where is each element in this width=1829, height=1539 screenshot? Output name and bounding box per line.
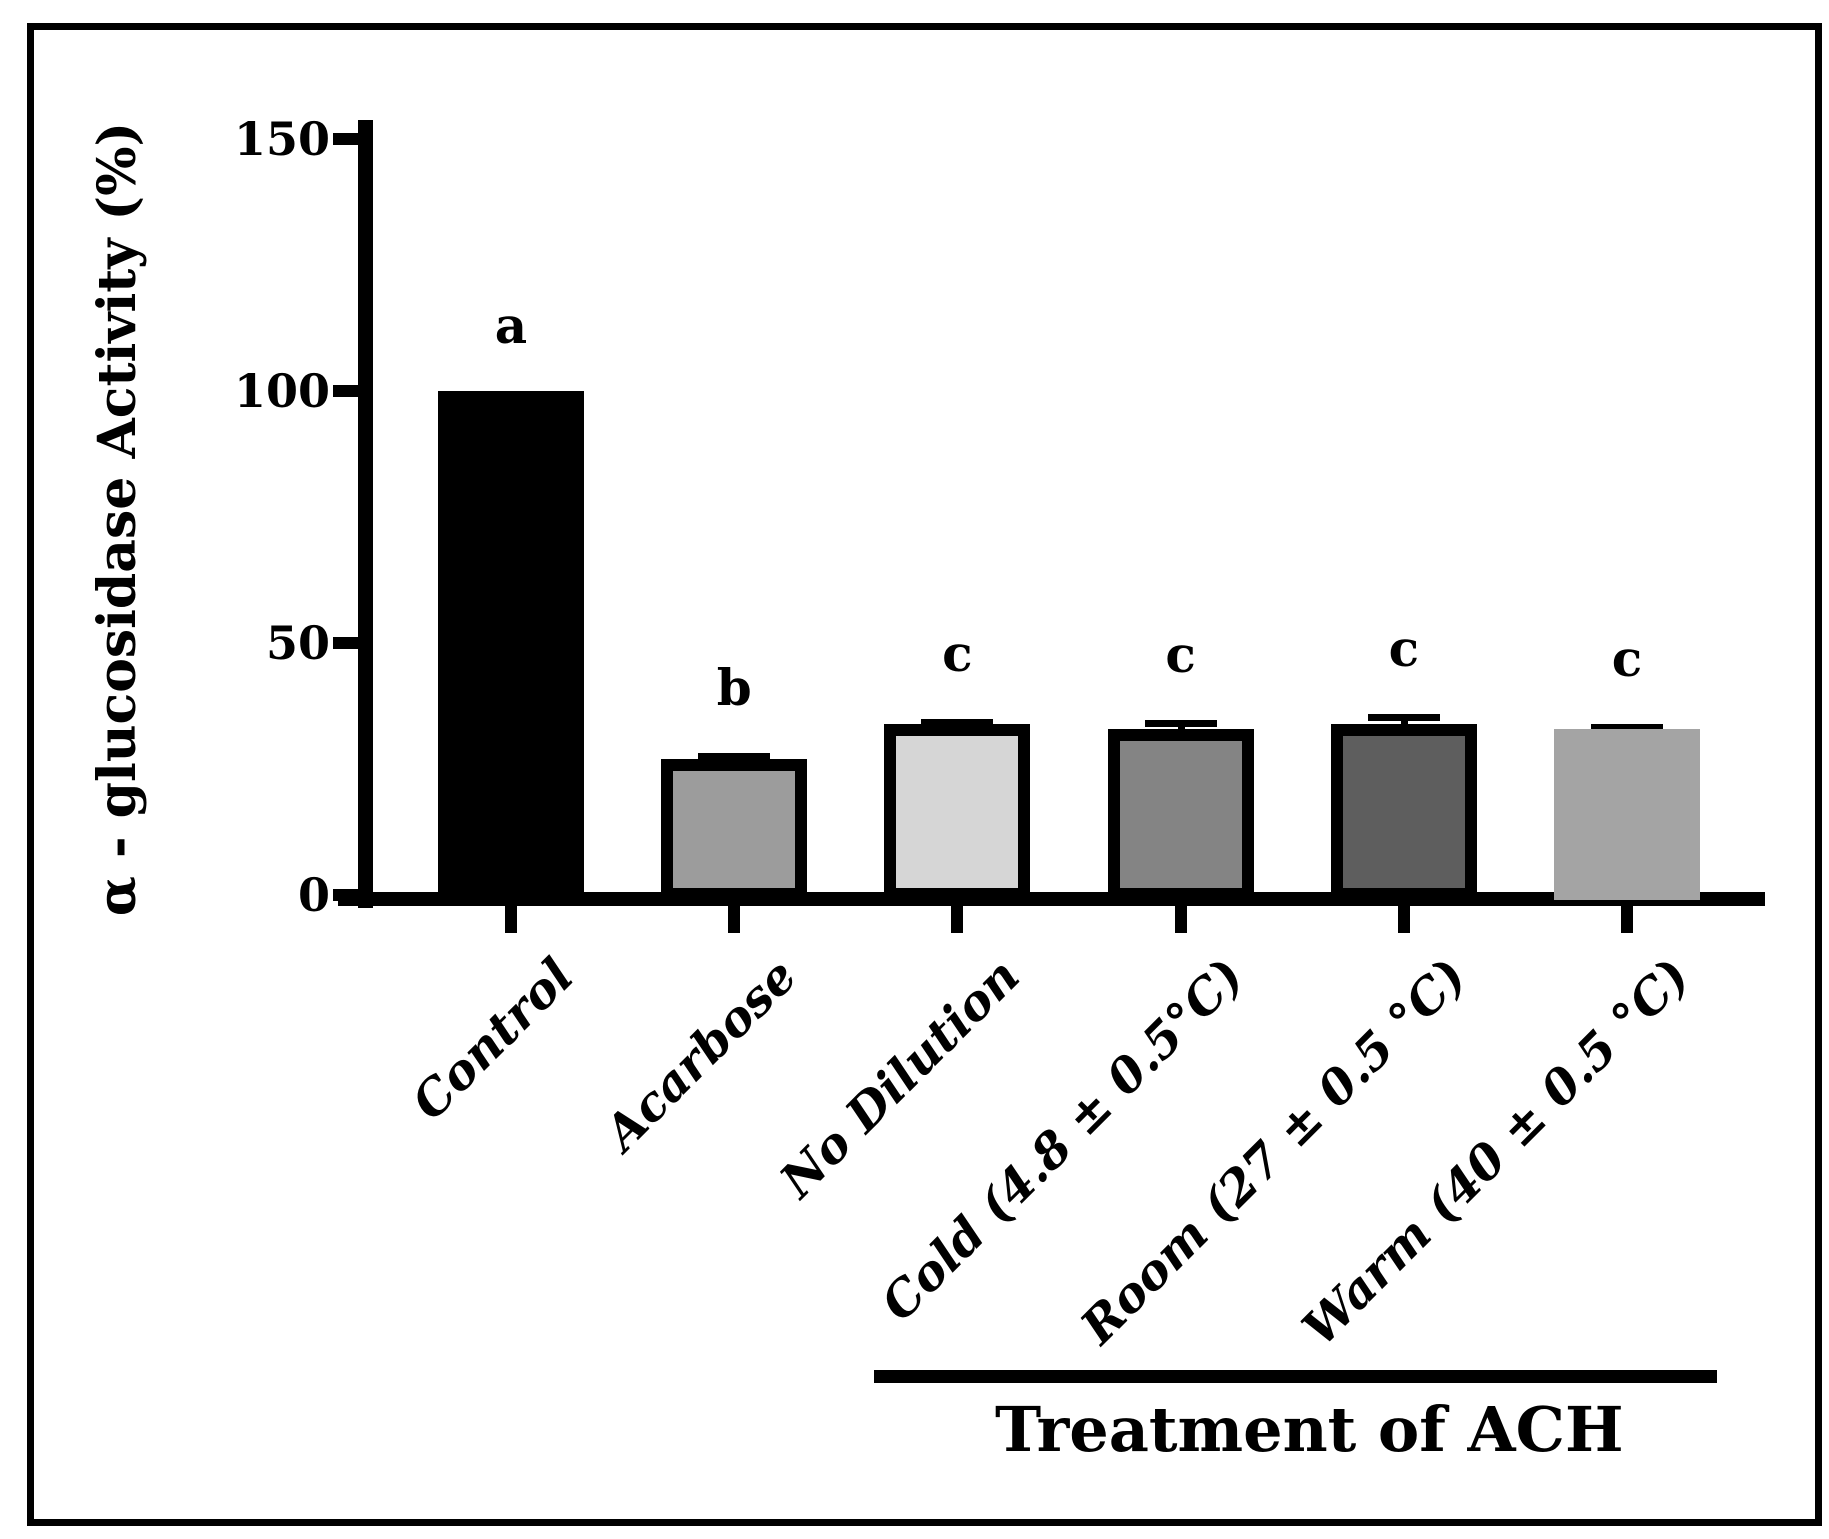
bar-cold-4-8-0-5-c (1107, 728, 1254, 900)
y-tick-label: 0 (297, 868, 330, 922)
x-tick (1174, 903, 1187, 933)
significance-letter: b (716, 657, 752, 717)
error-bar-cap (1367, 713, 1440, 721)
x-tick (728, 903, 741, 933)
figure-frame (27, 23, 1822, 1526)
x-tick (951, 903, 964, 933)
y-tick (333, 637, 361, 649)
bar-no-dilution (884, 723, 1031, 900)
y-tick (333, 385, 361, 397)
y-tick (333, 133, 361, 145)
error-bar-cap (698, 752, 771, 760)
error-bar-cap (1144, 720, 1217, 728)
error-bar-cap (1591, 723, 1663, 731)
y-tick-label: 100 (233, 364, 330, 418)
significance-letter: c (1388, 618, 1420, 678)
significance-letter: c (942, 623, 973, 683)
group-bracket-label: Treatment of ACH (995, 1393, 1624, 1466)
error-bar-cap (921, 718, 994, 726)
bar-room-27-0-5-c (1330, 723, 1477, 900)
x-tick (505, 903, 517, 933)
y-tick-label: 150 (233, 112, 330, 166)
bar-control (438, 391, 584, 900)
error-bar-stem (1400, 713, 1408, 734)
bar-warm-40-0-5-c (1554, 728, 1700, 900)
y-tick (333, 889, 361, 901)
bar-acarbose (661, 758, 808, 900)
y-axis-label: α - glucosidase Activity (%) (87, 121, 148, 917)
y-axis-line (358, 120, 373, 908)
significance-letter: c (1165, 625, 1196, 685)
significance-letter: a (494, 296, 528, 355)
x-tick (1621, 903, 1633, 933)
x-tick (1397, 903, 1410, 933)
group-bracket-line (874, 1370, 1717, 1383)
y-tick-label: 50 (265, 616, 330, 670)
significance-letter: c (1611, 628, 1643, 688)
